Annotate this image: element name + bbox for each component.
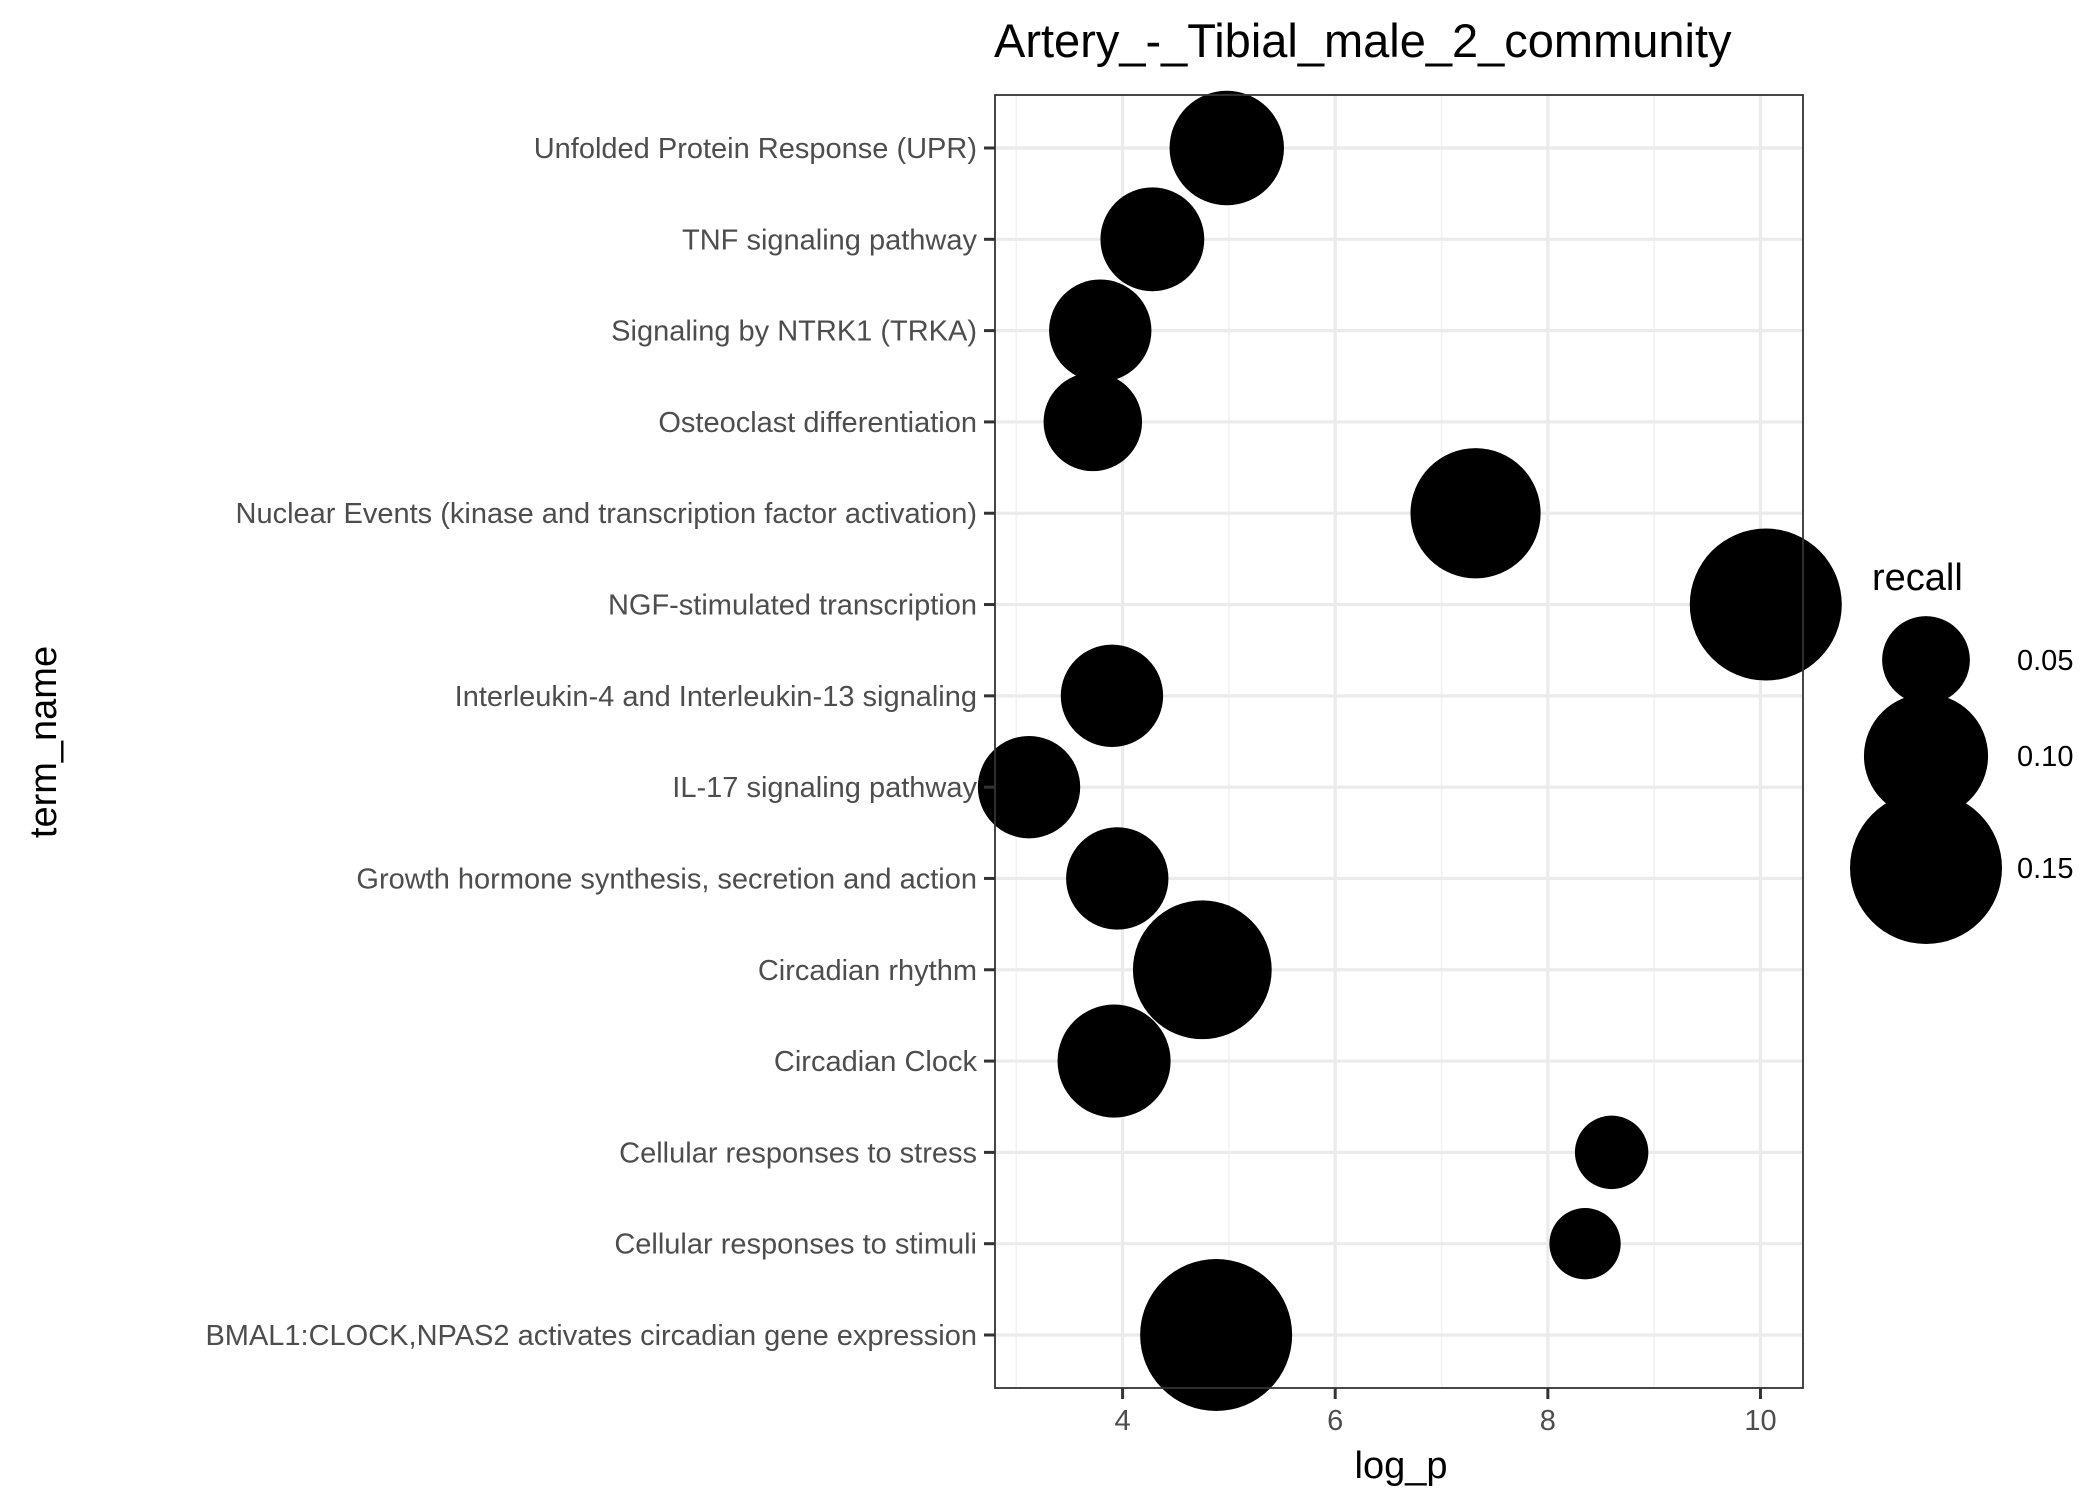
x-tick-label-0: 4 <box>1115 1405 1131 1437</box>
x-axis: 4 6 8 10 <box>1115 1388 1777 1437</box>
legend-label-2: 0.15 <box>2017 853 2073 885</box>
x-tick-label-3: 10 <box>1744 1405 1776 1437</box>
data-point-3 <box>1043 372 1143 472</box>
y-axis-title: term_name <box>23 646 65 838</box>
legend-key-2 <box>1850 792 2002 944</box>
y-tick-label-13: BMAL1:CLOCK,NPAS2 activates circadian ge… <box>205 1320 977 1352</box>
plot-panel-border <box>994 94 1804 1389</box>
data-point-7 <box>977 735 1081 839</box>
data-point-10 <box>1057 1004 1171 1118</box>
y-tick-label-12: Cellular responses to stimuli <box>614 1229 977 1261</box>
legend-label-0: 0.05 <box>2017 645 2073 677</box>
data-point-6 <box>1060 644 1164 748</box>
data-point-11 <box>1574 1115 1649 1190</box>
legend-key-0 <box>1882 616 1970 704</box>
data-point-4 <box>1410 448 1541 579</box>
legend-title: recall <box>1872 557 1963 599</box>
x-axis-title: log_p <box>1355 1445 1448 1487</box>
legend: recall 0.05 0.10 0.15 <box>1850 557 2073 944</box>
data-point-9 <box>1132 900 1272 1040</box>
y-tick-label-9: Circadian rhythm <box>758 955 977 987</box>
legend-label-1: 0.10 <box>2017 741 2073 773</box>
y-tick-label-5: NGF-stimulated transcription <box>608 590 977 622</box>
y-tick-label-2: Signaling by NTRK1 (TRKA) <box>611 316 977 348</box>
y-axis: Unfolded Protein Response (UPR) TNF signa… <box>205 133 995 1352</box>
x-tick-label-1: 6 <box>1327 1405 1343 1437</box>
y-tick-label-6: Interleukin-4 and Interleukin-13 signali… <box>455 681 977 713</box>
data-point-8 <box>1066 827 1169 930</box>
x-tick-label-2: 8 <box>1540 1405 1556 1437</box>
y-tick-label-0: Unfolded Protein Response (UPR) <box>534 133 977 165</box>
y-tick-label-4: Nuclear Events (kinase and transcription… <box>236 498 977 530</box>
y-tick-label-8: Growth hormone synthesis, secretion and … <box>356 863 977 895</box>
y-tick-label-7: IL-17 signaling pathway <box>672 772 977 804</box>
data-points <box>977 90 1842 1411</box>
data-point-13 <box>1140 1259 1293 1411</box>
data-point-5 <box>1689 528 1842 681</box>
data-point-1 <box>1100 187 1205 292</box>
legend-key-1 <box>1863 693 1989 819</box>
chart-title: Artery_-_Tibial_male_2_community <box>994 14 1732 67</box>
data-point-2 <box>1049 279 1152 382</box>
data-point-12 <box>1549 1208 1621 1280</box>
y-tick-label-3: Osteoclast differentiation <box>658 407 977 439</box>
data-point-0 <box>1169 90 1284 206</box>
y-tick-label-10: Circadian Clock <box>774 1046 978 1078</box>
y-tick-label-11: Cellular responses to stress <box>619 1137 977 1169</box>
y-tick-label-1: TNF signaling pathway <box>682 224 977 256</box>
